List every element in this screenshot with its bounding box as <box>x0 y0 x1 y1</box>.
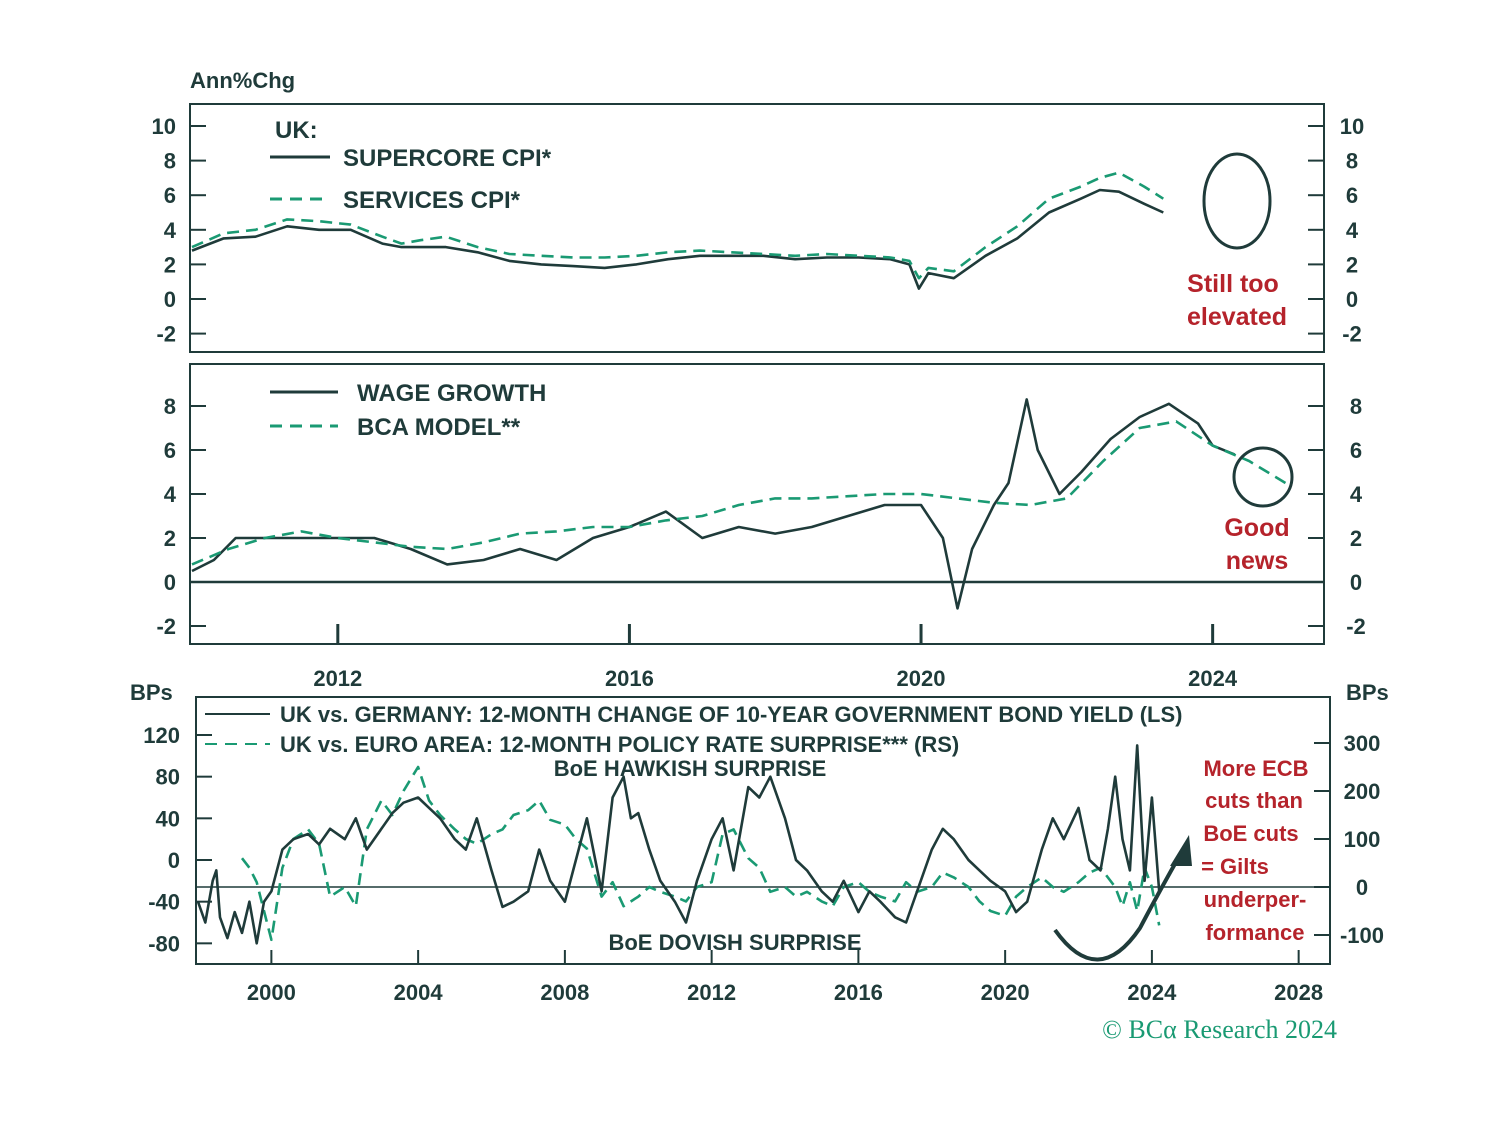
panel3-x-ticks: 2000 2004 2008 2012 2016 2020 2024 2028 <box>247 950 1323 1005</box>
note-line-2: cuts than <box>1205 788 1303 813</box>
panel3-ytick-label-right: 300 <box>1344 731 1381 756</box>
legend-uk-euro: UK vs. EURO AREA: 12-MONTH POLICY RATE S… <box>280 732 959 757</box>
panel2-y-ticks: 8 8 6 6 4 4 2 2 0 0 -2 -2 <box>156 394 1365 639</box>
panel3-line-uk-germany <box>196 744 1161 945</box>
panel2-ytick-label-right: 8 <box>1350 394 1362 419</box>
arrowhead-icon <box>1170 835 1192 866</box>
legend-wage-growth: WAGE GROWTH <box>357 380 546 407</box>
panel3-series <box>196 744 1161 945</box>
panel3-frame <box>195 696 1331 965</box>
curved-arrow <box>1053 854 1182 962</box>
label-boe-dovish: BoE DOVISH SURPRISE <box>608 930 861 955</box>
note-gilts: More ECB cuts than BoE cuts = Gilts unde… <box>1201 756 1308 945</box>
panel3-ytick-label-right: 200 <box>1344 779 1381 804</box>
panel3-ytick-label-left: 40 <box>156 806 180 831</box>
panel-supercore-services-cpi: Ann%Chg 10 10 8 8 6 6 4 4 2 2 0 0 -2 -2 UK: SUPERCORE… <box>152 68 1365 353</box>
panel3-xtick-label: 2024 <box>1127 980 1177 1005</box>
panel1-header: UK: <box>275 117 318 144</box>
panel2-x-ticks: 2012 2016 2020 2024 <box>313 624 1238 691</box>
panel2-series <box>191 398 1287 610</box>
panel2-ytick-label-left: 8 <box>164 394 176 419</box>
panel3-ytick-label-left: 80 <box>156 765 180 790</box>
label-boe-hawkish: BoE HAWKISH SURPRISE <box>554 756 827 781</box>
note-elevated: elevated <box>1187 303 1287 331</box>
note-line-3: BoE cuts <box>1203 821 1298 846</box>
note-line-6: formance <box>1205 920 1304 945</box>
panel-wage-growth: 8 8 6 6 4 4 2 2 0 0 -2 -2 2012 2016 2020 2024 WAGE GRO… <box>156 363 1366 691</box>
note-news: news <box>1226 547 1289 575</box>
panel1-ytick-label-right: 6 <box>1346 183 1358 208</box>
legend-bca-model: BCA MODEL** <box>357 414 521 441</box>
panel3-xtick-label: 2028 <box>1274 980 1323 1005</box>
panel2-line-bca-model <box>191 420 1287 566</box>
panel3-ytick-label-right: -100 <box>1340 923 1384 948</box>
panel2-ytick-label-left: 6 <box>164 438 176 463</box>
panel2-ytick-label-left: 0 <box>164 570 176 595</box>
panel2-ytick-label-right: 2 <box>1350 526 1362 551</box>
panel1-series <box>191 171 1164 290</box>
panel2-ytick-label-right: 0 <box>1350 570 1362 595</box>
panel1-ytick-label-right: -2 <box>1342 322 1362 347</box>
panel2-ytick-label-left: -2 <box>156 614 176 639</box>
panel1-y-ticks: 10 10 8 8 6 6 4 4 2 2 0 0 -2 -2 <box>152 114 1365 347</box>
panel3-ytick-label-left: 120 <box>143 723 180 748</box>
panel3-ytick-label-right: 0 <box>1356 875 1368 900</box>
highlight-circle-wage <box>1232 446 1294 508</box>
panel2-ytick-label-right: 6 <box>1350 438 1362 463</box>
left-axis-label: BPs <box>130 680 173 705</box>
panel1-line-services <box>191 171 1164 280</box>
legend-services: SERVICES CPI* <box>343 187 521 214</box>
note-still-too: Still too <box>1187 270 1279 298</box>
panel3-xtick-label: 2008 <box>540 980 589 1005</box>
panel2-xtick-label: 2012 <box>313 666 362 691</box>
panel3-xtick-label: 2016 <box>834 980 883 1005</box>
panel2-line-wage-growth <box>191 398 1235 610</box>
credit-text: © BCα Research 2024 <box>1102 1015 1337 1044</box>
panel2-xtick-label: 2020 <box>897 666 946 691</box>
panel3-line-uk-euro <box>240 765 1161 942</box>
panel2-xtick-label: 2024 <box>1188 666 1238 691</box>
panel2-xtick-label: 2016 <box>605 666 654 691</box>
panel1-ytick-label-right: 4 <box>1346 218 1359 243</box>
panel1-ytick-label-left: 4 <box>164 218 177 243</box>
panel1-ytick-label-left: 6 <box>164 183 176 208</box>
panel3-xtick-label: 2004 <box>394 980 444 1005</box>
panel1-ytick-label-right: 8 <box>1346 149 1358 174</box>
panel3-xtick-label: 2000 <box>247 980 296 1005</box>
panel1-ytick-label-left: 2 <box>164 252 176 277</box>
note-good: Good <box>1224 514 1289 542</box>
note-line-5: underper- <box>1204 887 1307 912</box>
panel2-ytick-label-right: -2 <box>1346 614 1366 639</box>
panel2-ytick-label-right: 4 <box>1350 482 1363 507</box>
panel-gilts-bunds: BPs BPs 120 80 40 0 -40 -80 300 200 100 0 -100 200… <box>130 680 1389 1005</box>
note-line-1: More ECB <box>1203 756 1308 781</box>
panel3-ytick-label-left: -80 <box>148 931 180 956</box>
panel2-frame <box>189 363 1325 645</box>
panel1-ytick-label-left: -2 <box>156 322 176 347</box>
panel1-ytick-label-right: 0 <box>1346 287 1358 312</box>
panel1-ytick-label-left: 8 <box>164 149 176 174</box>
panel1-ytick-label-left: 0 <box>164 287 176 312</box>
legend-uk-germany: UK vs. GERMANY: 12-MONTH CHANGE OF 10-YE… <box>280 702 1182 727</box>
highlight-circle-cpi <box>1202 152 1272 250</box>
panel3-xtick-label: 2020 <box>981 980 1030 1005</box>
panel2-ytick-label-left: 4 <box>164 482 177 507</box>
panel1-frame <box>189 103 1325 353</box>
panel3-ytick-label-left: 0 <box>168 848 180 873</box>
panel1-line-supercore <box>191 188 1164 290</box>
panel2-ytick-label-left: 2 <box>164 526 176 551</box>
note-line-4: = Gilts <box>1201 854 1269 879</box>
right-axis-label: BPs <box>1346 680 1389 705</box>
unit-label: Ann%Chg <box>190 68 295 93</box>
legend-supercore: SUPERCORE CPI* <box>343 145 552 172</box>
panel3-ytick-label-right: 100 <box>1344 827 1381 852</box>
panel1-ytick-label-left: 10 <box>152 114 176 139</box>
panel3-xtick-label: 2012 <box>687 980 736 1005</box>
panel1-ytick-label-right: 10 <box>1340 114 1364 139</box>
panel1-ytick-label-right: 2 <box>1346 252 1358 277</box>
panel3-ytick-label-left: -40 <box>148 890 180 915</box>
